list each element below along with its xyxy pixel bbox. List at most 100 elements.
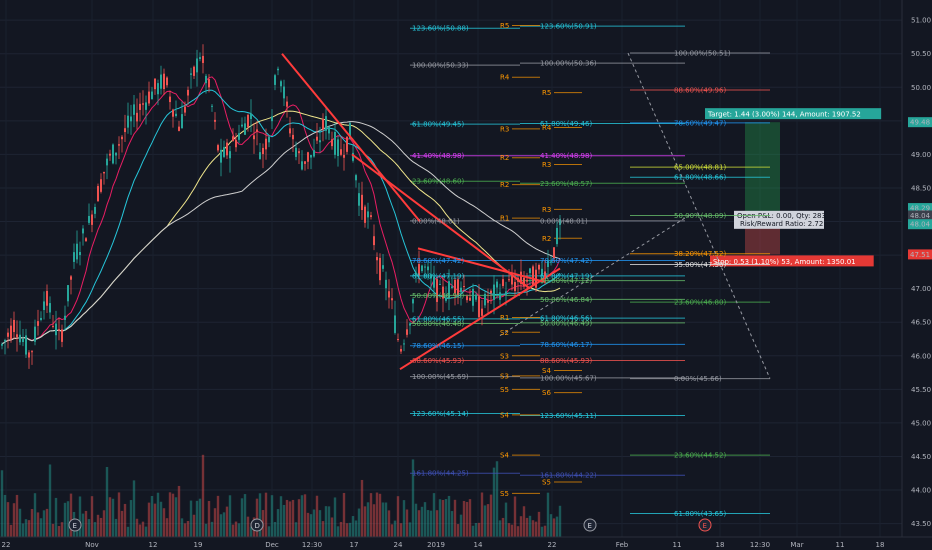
volume-bar xyxy=(297,499,301,537)
candle-body xyxy=(52,325,54,327)
candle-body xyxy=(406,329,408,335)
candle-body xyxy=(331,139,333,147)
volume-bar xyxy=(537,511,541,537)
candle xyxy=(166,76,168,88)
volume-bar xyxy=(282,504,286,537)
candle xyxy=(394,300,396,335)
pivot-label-14: S4 xyxy=(542,367,551,375)
volume-bar xyxy=(348,522,352,537)
time-tick-2: 12 xyxy=(149,541,158,549)
candle-body xyxy=(244,123,246,135)
volume-bar xyxy=(99,517,103,537)
fib_right-label-10: 61.80%(46.56) xyxy=(540,315,592,323)
projection-line-down xyxy=(627,52,771,379)
candle-body xyxy=(103,171,105,174)
candle xyxy=(292,128,294,153)
candle xyxy=(106,153,108,180)
volume-bar xyxy=(471,525,475,537)
volume-bar xyxy=(228,495,232,537)
candle xyxy=(274,73,276,91)
price-tick-1: 44.00 xyxy=(911,487,931,495)
price-tick-15: 51.00 xyxy=(911,17,931,25)
candle-body xyxy=(163,73,165,90)
volume-bar xyxy=(93,522,97,537)
trend-lines[interactable] xyxy=(281,52,771,379)
candle-body xyxy=(151,91,153,100)
candle xyxy=(52,314,54,329)
price-badge-text: 47.51 xyxy=(910,251,930,259)
fib_right-label-8: 50.00%(47.12) xyxy=(540,277,592,285)
price-tick-2: 44.50 xyxy=(911,453,931,461)
fib_far-label-7: 35.00%(47.36) xyxy=(674,261,726,269)
candle-body xyxy=(544,271,546,277)
event-marker-0[interactable]: E xyxy=(68,518,82,532)
event-marker-2[interactable]: E xyxy=(583,518,597,532)
volume-bar xyxy=(171,493,175,537)
candle xyxy=(202,44,204,74)
time-axis[interactable]: 22 Nov 12 19 Dec 12:30 17 24 2019 14 22 Feb 11 18 12:3… xyxy=(0,536,932,550)
volume-bar xyxy=(426,510,430,537)
fib_left-label-14: 123.60%(45.14) xyxy=(412,410,469,418)
fib_right-label-2: 61.80%(49.46) xyxy=(540,120,592,128)
candle xyxy=(307,151,309,170)
volume-bar xyxy=(249,526,253,537)
candle xyxy=(58,318,60,341)
candle-body xyxy=(247,114,249,128)
candle xyxy=(100,173,102,194)
fib_left-label-6: 78.60%(47.42) xyxy=(412,257,464,265)
candle xyxy=(406,319,408,338)
fib_right-label-16: 161.80%(44.22) xyxy=(540,472,597,480)
volume-bar xyxy=(234,521,238,537)
candle-body xyxy=(1,344,3,346)
candle-body xyxy=(85,238,87,242)
volume-bar xyxy=(444,499,448,537)
candle xyxy=(328,125,330,141)
candle-body xyxy=(139,103,141,110)
event-marker-circle xyxy=(698,518,712,532)
price-axis[interactable]: 43.50 44.00 44.50 45.00 45.50 46.00 46.50 47.00… xyxy=(901,0,932,550)
volume-bar xyxy=(126,526,130,537)
volume-bar xyxy=(399,523,403,537)
volume-bar xyxy=(516,526,520,537)
pivot-label-8: R1 xyxy=(500,215,509,223)
candle xyxy=(490,289,492,304)
candle-body xyxy=(418,264,420,276)
volume-bar xyxy=(549,514,553,537)
volume-bar xyxy=(402,500,406,537)
position-tool[interactable]: Target: 1.44 (3.00%) 144, Amount: 1907.5… xyxy=(705,108,882,267)
stop-label[interactable]: Stop: 0.53 (1.10%) 53, Amount: 1350.01 xyxy=(710,255,874,267)
candle xyxy=(271,109,273,130)
candle-body xyxy=(469,297,471,301)
candle-body xyxy=(310,155,312,158)
target-label[interactable]: Target: 1.44 (3.00%) 144, Amount: 1907.5… xyxy=(705,108,882,120)
fib_far-label-9: 0.00%(45.66) xyxy=(674,375,722,383)
candle xyxy=(388,279,390,309)
event-marker-3[interactable]: E xyxy=(698,518,712,532)
volume-bar xyxy=(168,492,172,537)
trend-line-wedge-top-2 xyxy=(417,247,546,283)
candle-body xyxy=(394,315,396,333)
candle-body xyxy=(199,57,201,59)
candle-body xyxy=(346,136,348,152)
event-marker-1[interactable]: D xyxy=(250,518,264,532)
candle xyxy=(103,171,105,185)
time-tick-9: 14 xyxy=(474,541,483,549)
volume-bar xyxy=(84,510,88,537)
volume-bar xyxy=(417,510,421,537)
candle xyxy=(301,150,303,171)
candle-body xyxy=(325,116,327,131)
candle-body xyxy=(34,326,36,342)
candle xyxy=(535,262,537,293)
pivot-label-2: R5 xyxy=(542,89,551,97)
candle-body xyxy=(124,128,126,133)
candle-body xyxy=(91,214,93,225)
volume-bar xyxy=(372,504,376,537)
candle xyxy=(487,288,489,315)
candle xyxy=(331,131,333,150)
volume-bar xyxy=(525,517,529,537)
moving-averages xyxy=(1,76,561,345)
